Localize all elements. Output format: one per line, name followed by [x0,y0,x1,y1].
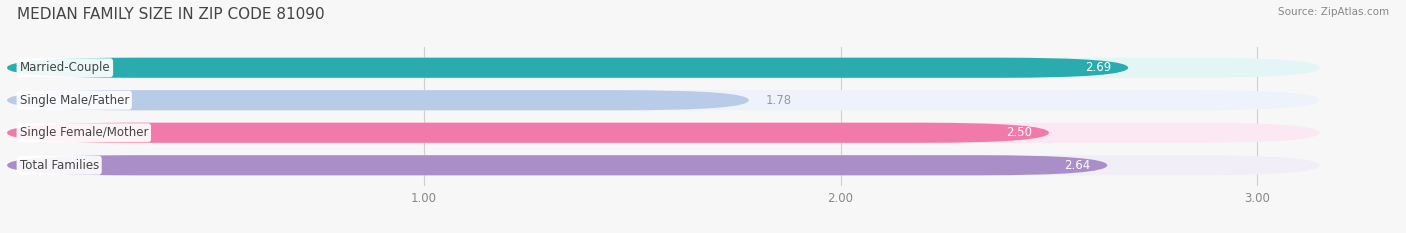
Text: 1.78: 1.78 [765,94,792,107]
FancyBboxPatch shape [7,90,749,110]
Text: 2.69: 2.69 [1085,61,1112,74]
Text: Source: ZipAtlas.com: Source: ZipAtlas.com [1278,7,1389,17]
FancyBboxPatch shape [7,123,1320,143]
FancyBboxPatch shape [7,58,1320,78]
Text: Single Female/Mother: Single Female/Mother [20,126,148,139]
FancyBboxPatch shape [7,155,1108,175]
Text: 2.50: 2.50 [1007,126,1032,139]
FancyBboxPatch shape [7,123,1049,143]
FancyBboxPatch shape [7,90,1320,110]
Text: MEDIAN FAMILY SIZE IN ZIP CODE 81090: MEDIAN FAMILY SIZE IN ZIP CODE 81090 [17,7,325,22]
FancyBboxPatch shape [7,155,1320,175]
Text: Married-Couple: Married-Couple [20,61,110,74]
Text: Single Male/Father: Single Male/Father [20,94,129,107]
FancyBboxPatch shape [7,58,1128,78]
Text: 2.64: 2.64 [1064,159,1091,172]
Text: Total Families: Total Families [20,159,98,172]
